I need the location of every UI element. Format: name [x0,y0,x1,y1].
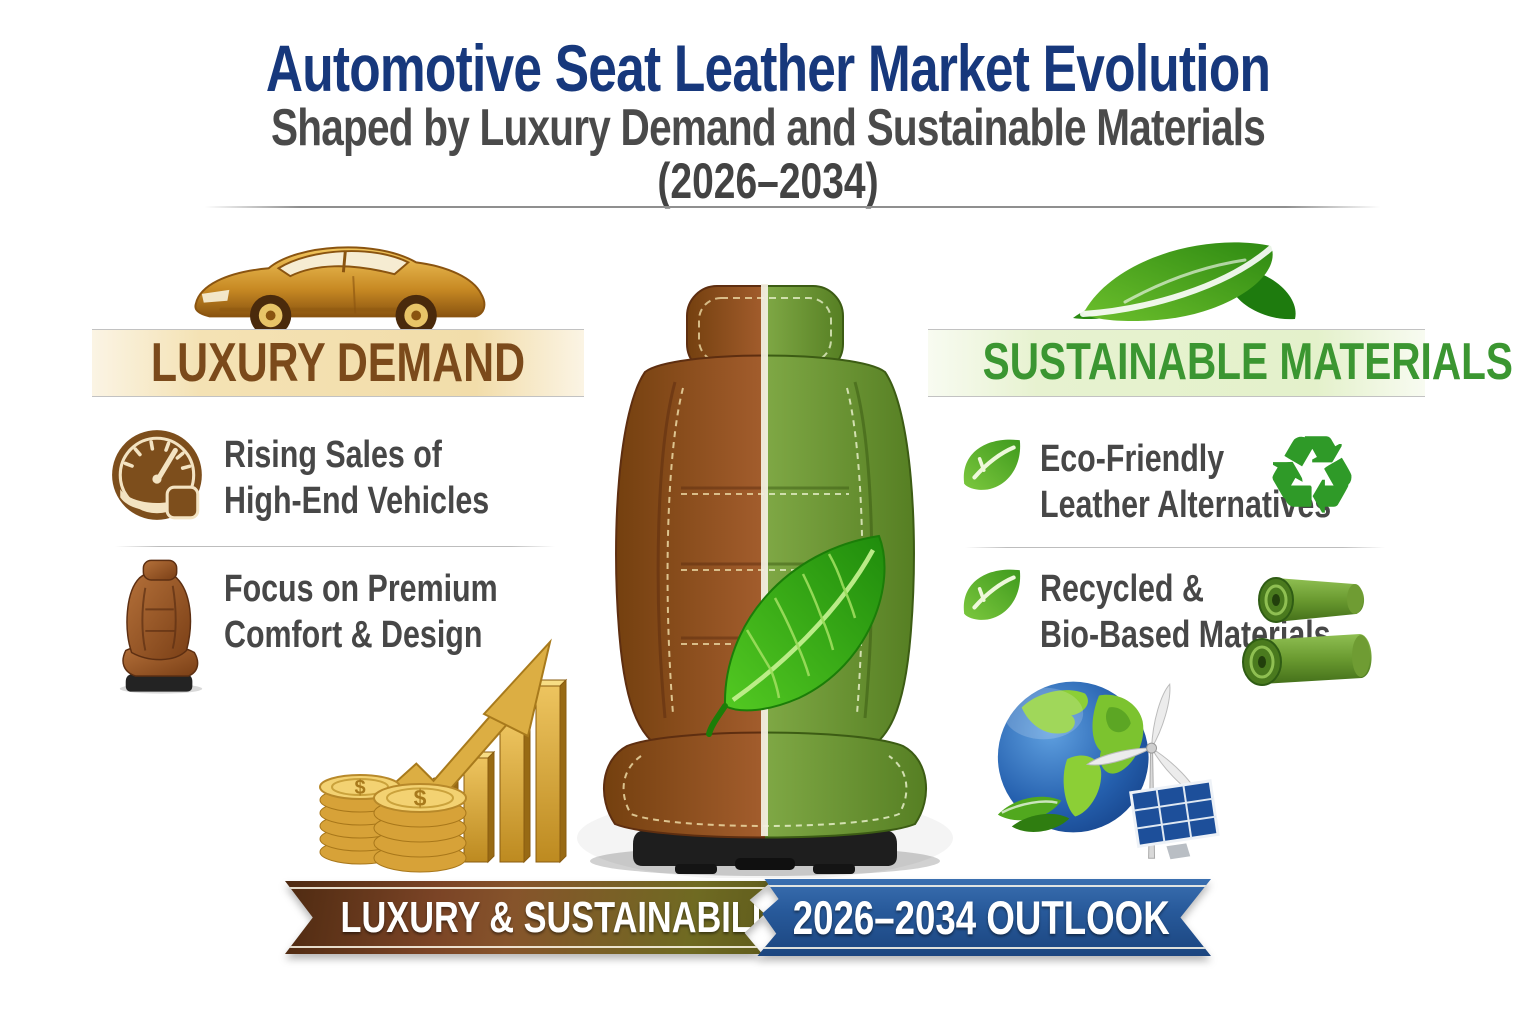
page-title: Automotive Seat Leather Market Evolution [265,31,1271,105]
luxury-items-divider [115,546,555,547]
speedometer-icon [112,430,202,520]
seat-split-seam [761,284,768,836]
sustainable-materials-banner: SUSTAINABLE MATERIALS [928,329,1513,397]
luxury-item-2-line-2: Comfort & Design [224,614,483,656]
sustainable-item-1-line-1: Eco-Friendly [1040,438,1225,480]
leaf-check-icon [963,439,1021,490]
sustainable-materials-heading: SUSTAINABLE MATERIALS [982,333,1513,391]
dollar-glyph: $ [354,777,365,799]
luxury-sustainability-ribbon: LUXURY & SUSTAINABILITY [285,881,790,954]
car-seat-icon [119,559,203,694]
luxury-item-1-line-1: Rising Sales of [224,434,442,476]
luxury-sustainability-ribbon-label: LUXURY & SUSTAINABILITY [340,893,806,942]
outlook-ribbon-label: 2026–2034 OUTLOOK [792,891,1170,944]
fabric-rolls-icon [1242,577,1372,686]
sustainable-item-1-line-2: Leather Alternatives [1040,484,1332,526]
green-leaves-icon [1073,242,1296,322]
earth-wind-solar-icon [997,681,1220,860]
leaf-overlay-icon [706,534,886,737]
luxury-item-1-line-2: High-End Vehicles [224,480,490,522]
split-leather-seat-illustration [577,284,953,878]
outlook-ribbon: 2026–2034 OUTLOOK [741,879,1211,956]
forecast-period: (2026–2034) [657,153,879,209]
header-divider [205,206,1380,208]
dollar-glyph: $ [414,785,427,811]
recycle-icon: ♻ [1265,418,1359,534]
gold-coins-growth-chart-icon: $ $ [319,638,568,873]
luxury-demand-banner: LUXURY DEMAND [92,329,584,397]
luxury-item-2-line-1: Focus on Premium [224,568,498,610]
sustainable-items-divider [965,547,1385,548]
luxury-car-icon [194,246,486,342]
sustainable-item-2-line-1: Recycled & [1040,568,1204,610]
page-subtitle: Shaped by Luxury Demand and Sustainable … [270,99,1266,157]
leaf-check-icon [963,569,1021,620]
luxury-demand-heading: LUXURY DEMAND [150,331,526,393]
